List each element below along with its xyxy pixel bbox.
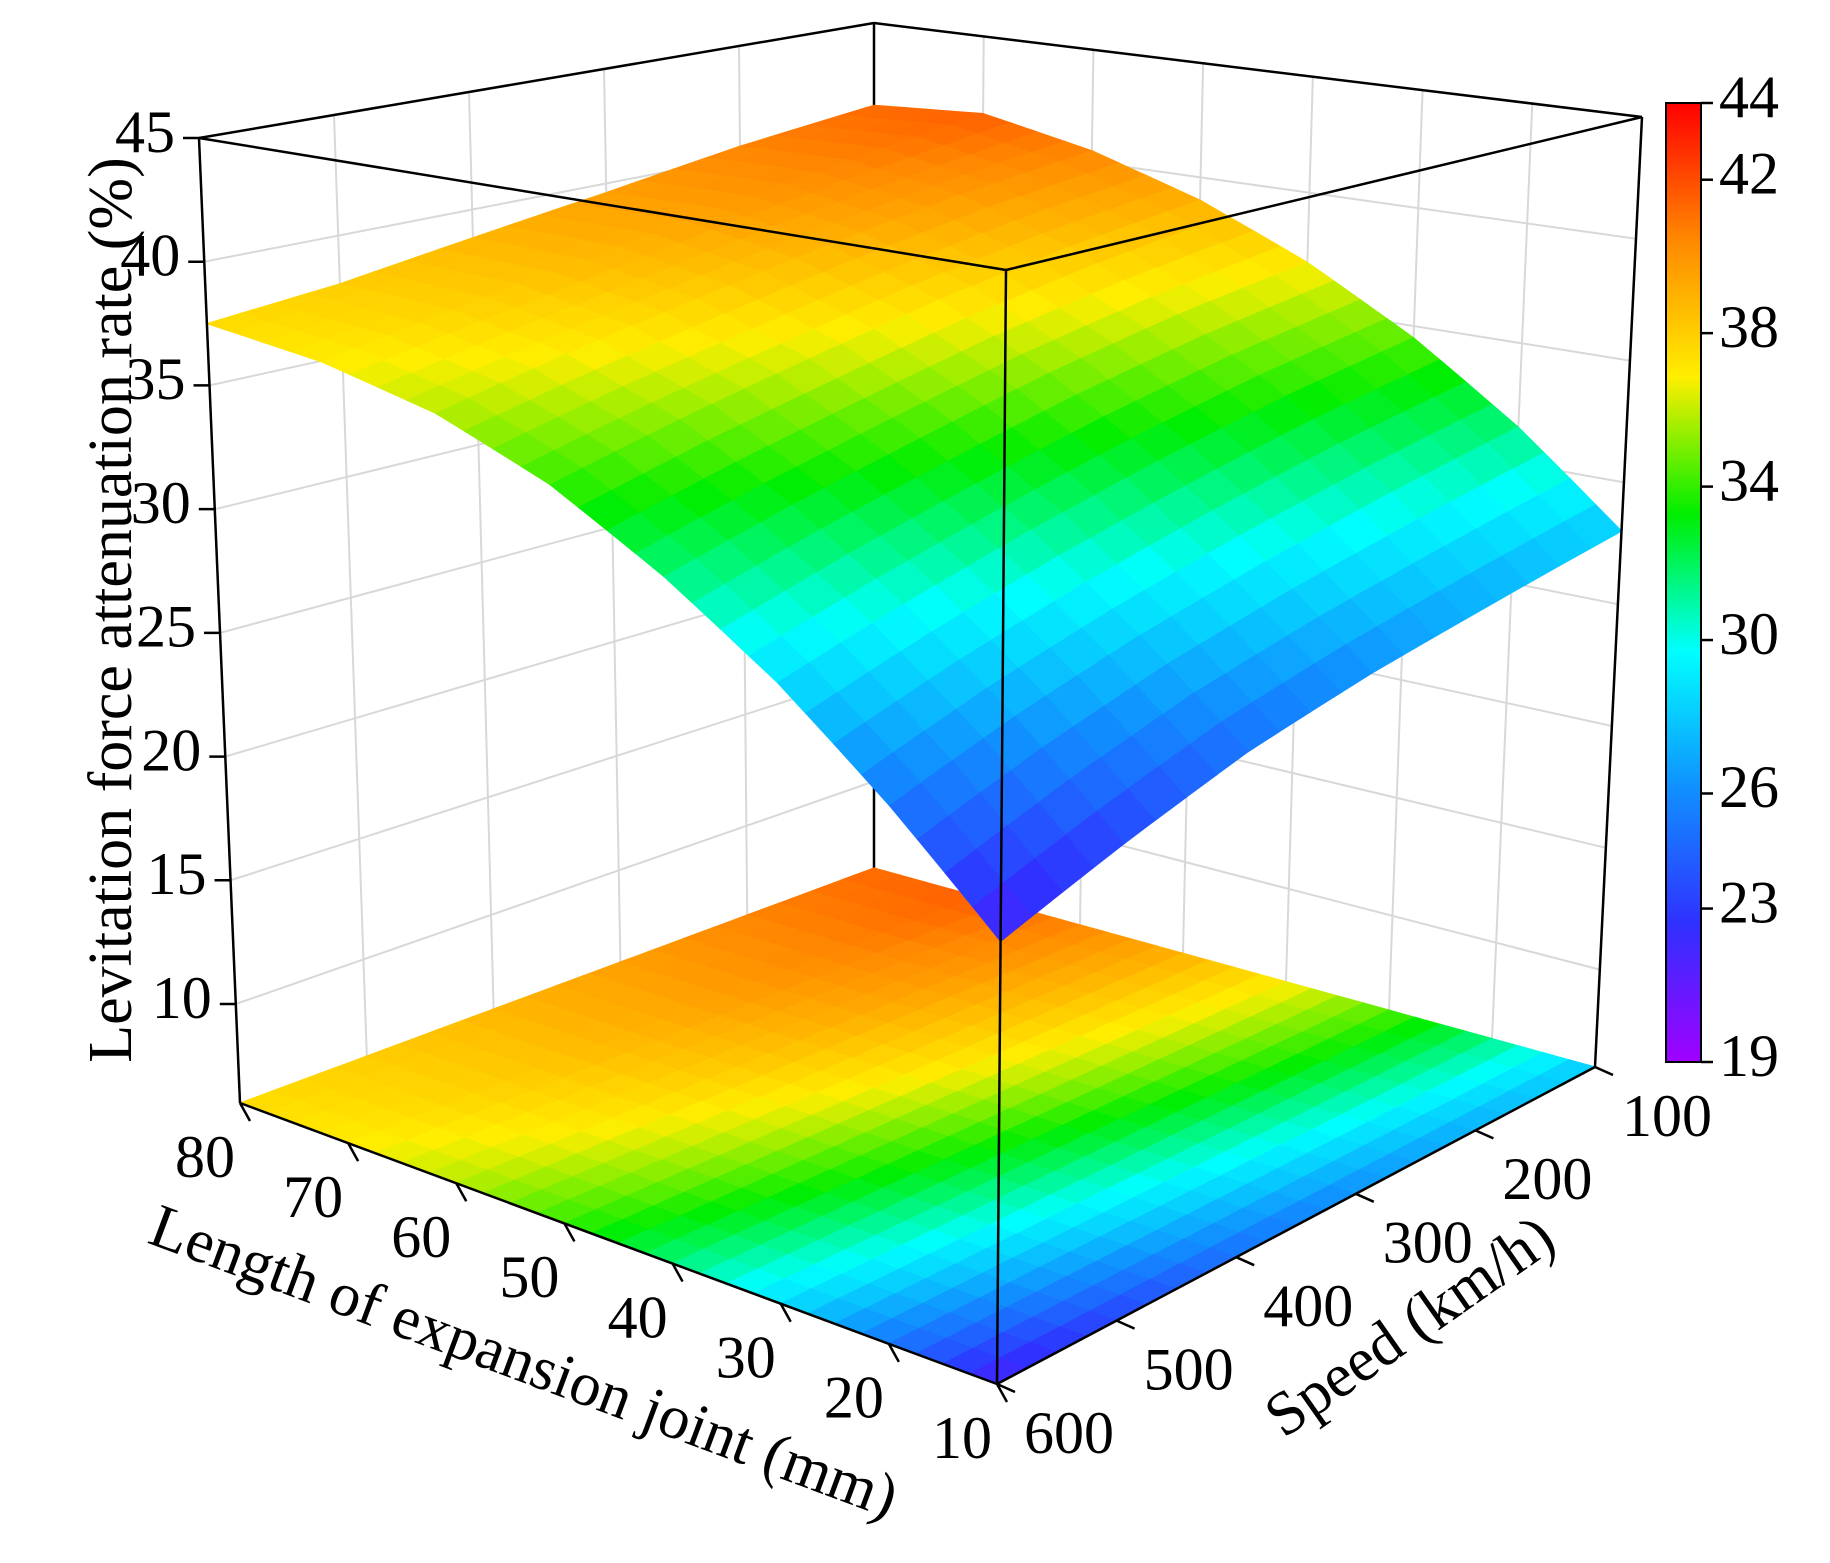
y-tick-label: 300 xyxy=(1383,1210,1473,1276)
surface-cell xyxy=(972,882,1033,943)
box-edge xyxy=(198,21,875,140)
box-edge xyxy=(197,137,242,1104)
z-tick-label: 45 xyxy=(115,99,175,165)
box-edge xyxy=(239,1101,998,1386)
surface xyxy=(204,104,1623,943)
colorbar-tick-label: 30 xyxy=(1719,601,1779,667)
box-edge xyxy=(1005,115,1643,272)
x-tick xyxy=(563,1222,576,1243)
floor-projection xyxy=(238,867,1597,1385)
y-tick-label: 500 xyxy=(1144,1336,1234,1402)
z-tick-label: 30 xyxy=(131,470,191,536)
y-tick xyxy=(1355,1192,1375,1203)
x-tick-label: 40 xyxy=(608,1284,668,1350)
x-tick-label: 80 xyxy=(175,1124,235,1190)
box-edge xyxy=(198,136,1007,272)
z-tick-label: 25 xyxy=(136,594,196,660)
x-tick xyxy=(238,1102,252,1122)
grid-line xyxy=(333,114,368,1057)
x-tick-label: 10 xyxy=(932,1405,992,1471)
colorbar-tick-label: 44 xyxy=(1719,64,1779,130)
x-tick xyxy=(671,1262,684,1283)
y-tick-label: 600 xyxy=(1024,1400,1114,1466)
y-tick xyxy=(1594,1065,1614,1077)
y-tick xyxy=(1474,1129,1494,1140)
box-edge xyxy=(873,21,1643,119)
x-tick xyxy=(995,1383,1009,1403)
z-tick-label: 15 xyxy=(147,841,207,907)
y-tick xyxy=(996,1382,1016,1394)
x-tick xyxy=(779,1303,792,1323)
box-edge xyxy=(995,269,1008,1385)
colorbar-tick-label: 19 xyxy=(1719,1023,1779,1089)
y-tick-label: 100 xyxy=(1622,1083,1712,1149)
y-tick xyxy=(1116,1319,1136,1330)
x-tick-label: 30 xyxy=(716,1324,776,1390)
y-tick-label: 200 xyxy=(1502,1146,1592,1212)
z-axis-title: Levitation force attenuation rate (%) xyxy=(77,157,145,1062)
x-tick-label: 60 xyxy=(391,1204,451,1270)
y-tick-label: 400 xyxy=(1263,1273,1353,1339)
colorbar xyxy=(1665,102,1702,1063)
front-layer: 10 15 20 25 30 35 40 45 10 20 30 40 50 60 70 80 100 200 30… xyxy=(115,21,1779,1471)
z-tick-label: 35 xyxy=(126,346,186,412)
z-tick-label: 10 xyxy=(152,965,212,1031)
y-tick xyxy=(1235,1256,1255,1267)
x-tick xyxy=(347,1142,360,1162)
x-tick-label: 50 xyxy=(499,1244,559,1310)
colorbar-tick-label: 34 xyxy=(1719,447,1779,513)
z-tick-label: 20 xyxy=(141,717,201,783)
x-tick xyxy=(887,1343,900,1363)
colorbar-tick-label: 26 xyxy=(1719,754,1779,820)
colorbar-tick-label: 42 xyxy=(1719,140,1779,206)
x-tick xyxy=(455,1182,468,1202)
z-tick-label: 40 xyxy=(120,222,180,288)
grid-line xyxy=(468,91,495,1010)
x-tick-label: 20 xyxy=(824,1365,884,1431)
colorbar-tick-label: 23 xyxy=(1719,869,1779,935)
box-edge xyxy=(996,1065,1596,1386)
box-edge xyxy=(1593,116,1644,1068)
colorbar-tick-label: 38 xyxy=(1719,294,1779,360)
x-tick-label: 70 xyxy=(283,1164,343,1230)
